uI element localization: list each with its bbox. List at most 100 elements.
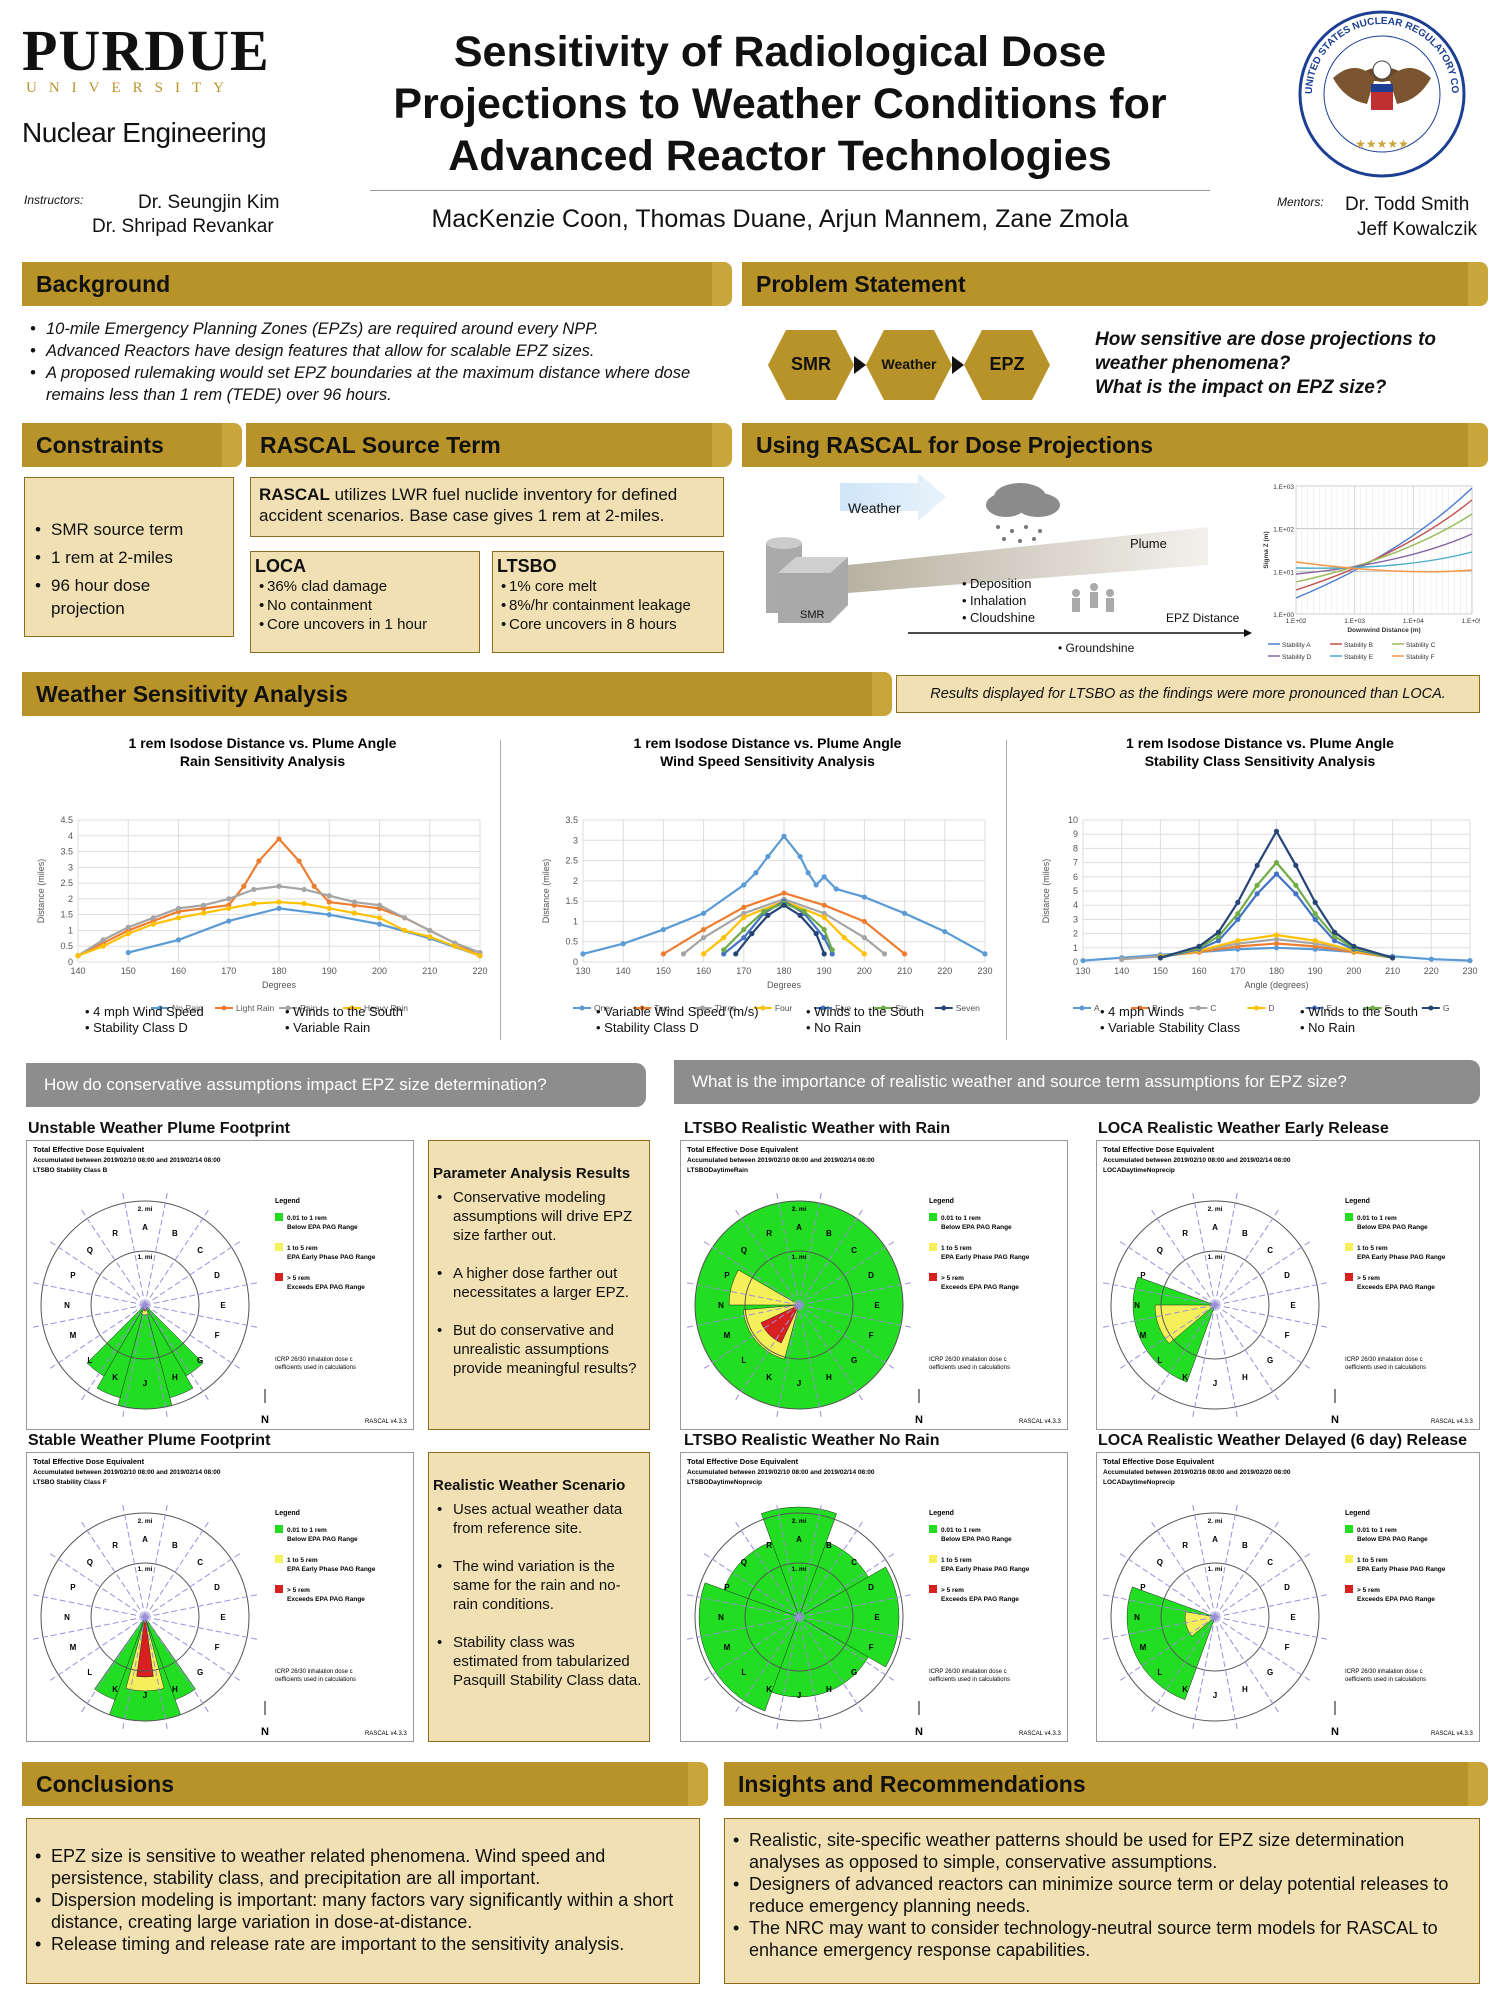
x-tick-label: 1.E+04 <box>1403 618 1424 625</box>
sector-label: M <box>70 1331 77 1340</box>
sector-label: G <box>1267 1356 1273 1365</box>
sector-label: B <box>826 1229 832 1238</box>
data-point <box>741 882 747 888</box>
chart-note: • Winds to the South <box>806 1004 925 1019</box>
data-point <box>580 951 586 957</box>
data-point <box>942 928 948 935</box>
plot-title: LOCA Realistic Weather Delayed (6 day) R… <box>1098 1432 1468 1449</box>
background-heading: Background <box>22 262 732 306</box>
pathway-item: Inhalation <box>958 592 1035 609</box>
ring-1mi <box>744 1562 854 1672</box>
ring-2mi <box>694 1512 904 1722</box>
legend-range: > 5 rem <box>287 1275 310 1282</box>
data-point <box>829 947 835 953</box>
chart-divider <box>1006 740 1007 1040</box>
legend-label: G <box>1443 1003 1450 1013</box>
y-tick-label: 1.E+00 <box>1273 612 1294 619</box>
plot-header: Total Effective Dose Equivalent <box>687 1457 799 1466</box>
legend-marker <box>1079 1005 1085 1011</box>
rascal-version: RASCAL v4.3.3 <box>1019 1419 1061 1425</box>
param-results-box: Parameter Analysis Results Conservative … <box>428 1140 650 1430</box>
insight-item: The NRC may want to consider technology-… <box>729 1917 1471 1961</box>
sector-label: G <box>851 1668 857 1677</box>
sector-boundary <box>798 1520 864 1618</box>
hex-epz: EPZ <box>989 354 1025 374</box>
ring-label: 2. mi <box>1208 1206 1223 1213</box>
sector-label: L <box>1157 1356 1162 1365</box>
data-point <box>251 886 257 893</box>
y-tick-label: 0 <box>573 957 578 967</box>
dose-note: ICRP 26/30 inhalation dose c <box>1345 1357 1423 1363</box>
rascal-plot-ltsbo-norain: Total Effective Dose Equivalent Accumulat… <box>680 1452 1068 1742</box>
legend-swatch <box>929 1585 937 1593</box>
rascal-intro-box: RASCAL utilizes LWR fuel nuclide invento… <box>250 477 724 537</box>
y-axis-label: Distance (miles) <box>541 859 551 924</box>
y-tick-label: 3 <box>573 835 578 845</box>
dose-note: oefficients used in calculations <box>929 1677 1010 1683</box>
x-axis-label: Degrees <box>262 980 297 990</box>
data-point <box>829 951 835 957</box>
chart-subtitle: Rain Sensitivity Analysis <box>180 753 345 769</box>
y-tick-label: 4 <box>1073 900 1078 910</box>
data-point <box>452 943 458 949</box>
sector-boundary <box>121 1503 146 1618</box>
sector-label: E <box>874 1301 880 1310</box>
legend-range: > 5 rem <box>1357 1587 1380 1594</box>
sector-boundary <box>798 1281 913 1306</box>
data-point <box>326 893 332 899</box>
logo-sub: UNIVERSITY <box>26 80 236 96</box>
dose-footprint <box>136 1616 154 1678</box>
chart-title: 1 rem Isodose Distance vs. Plume Angle <box>1126 735 1394 751</box>
sector-boundary <box>1214 1520 1280 1618</box>
legend-desc: EPA Early Phase PAG Range <box>941 1566 1030 1573</box>
legend-desc: Exceeds EPA PAG Range <box>941 1596 1019 1603</box>
loca-item: Core uncovers in 1 hour <box>255 615 475 634</box>
sector-label: M <box>70 1643 77 1652</box>
authors: MacKenzie Coon, Thomas Duane, Arjun Mann… <box>431 205 1129 233</box>
plot-header: Total Effective Dose Equivalent <box>1103 1457 1215 1466</box>
data-point <box>660 951 666 957</box>
data-point <box>781 833 787 839</box>
instructor-1: Dr. Seungjin Kim <box>138 192 280 213</box>
ring-label: 2. mi <box>792 1518 807 1525</box>
sector-boundary <box>144 1240 242 1306</box>
sector-boundary <box>121 1191 146 1306</box>
legend-marker <box>221 1005 227 1011</box>
dose-note: ICRP 26/30 inhalation dose c <box>275 1669 353 1675</box>
legend-title: Legend <box>929 1510 954 1517</box>
data-point <box>701 926 707 933</box>
sector-boundary <box>144 1616 242 1682</box>
sector-label: P <box>724 1583 730 1592</box>
sector-boundary <box>1214 1616 1329 1641</box>
legend-range: 0.01 to 1 rem <box>1357 1215 1397 1222</box>
data-point <box>402 927 408 934</box>
x-axis-label: Downwind Distance (m) <box>1347 627 1420 634</box>
sector-boundary <box>1214 1616 1239 1731</box>
x-tick-label: 160 <box>171 966 186 976</box>
sector-boundary <box>1101 1281 1216 1306</box>
sector-boundary <box>798 1208 864 1306</box>
sector-boundary <box>144 1616 210 1714</box>
sector-label: C <box>851 1246 857 1255</box>
data-point <box>1254 882 1260 888</box>
y-tick-label: 3.5 <box>60 847 73 857</box>
ring-label: 1. mi <box>138 1566 153 1573</box>
data-point <box>833 886 839 892</box>
problem-heading: Problem Statement <box>742 262 1488 306</box>
data-point <box>861 951 867 957</box>
x-tick-label: 170 <box>221 966 236 976</box>
y-tick-label: 1 <box>573 916 578 926</box>
dose-note: ICRP 26/30 inhalation dose c <box>929 1669 1007 1675</box>
chart-title: 1 rem Isodose Distance vs. Plume Angle <box>634 735 902 751</box>
sector-label: D <box>1284 1583 1290 1592</box>
sector-boundary <box>685 1281 800 1306</box>
constraint-item: 96 hour dose projection <box>31 574 225 620</box>
data-point <box>841 935 847 941</box>
data-point <box>1312 899 1318 905</box>
sector-boundary <box>775 1616 800 1731</box>
hex-weather: Weather <box>881 356 937 372</box>
pathway-item: Deposition <box>958 575 1035 592</box>
sector-boundary <box>798 1304 913 1329</box>
data-point <box>620 941 626 947</box>
data-point <box>326 912 332 918</box>
